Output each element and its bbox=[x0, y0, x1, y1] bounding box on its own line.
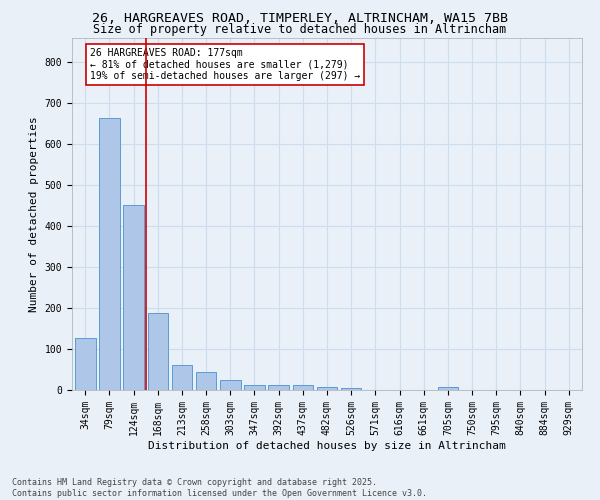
Bar bbox=[293, 386, 313, 390]
Bar bbox=[220, 380, 241, 390]
Bar bbox=[124, 204, 144, 390]
Bar bbox=[244, 385, 265, 390]
Bar bbox=[437, 387, 458, 390]
Bar bbox=[196, 372, 217, 390]
Bar bbox=[268, 384, 289, 390]
Bar bbox=[317, 386, 337, 390]
Bar bbox=[99, 118, 120, 390]
Bar bbox=[75, 338, 95, 390]
Bar bbox=[172, 364, 192, 390]
X-axis label: Distribution of detached houses by size in Altrincham: Distribution of detached houses by size … bbox=[148, 440, 506, 450]
Bar bbox=[148, 313, 168, 390]
Y-axis label: Number of detached properties: Number of detached properties bbox=[29, 116, 39, 312]
Text: 26, HARGREAVES ROAD, TIMPERLEY, ALTRINCHAM, WA15 7BB: 26, HARGREAVES ROAD, TIMPERLEY, ALTRINCH… bbox=[92, 12, 508, 26]
Text: Contains HM Land Registry data © Crown copyright and database right 2025.
Contai: Contains HM Land Registry data © Crown c… bbox=[12, 478, 427, 498]
Text: 26 HARGREAVES ROAD: 177sqm
← 81% of detached houses are smaller (1,279)
19% of s: 26 HARGREAVES ROAD: 177sqm ← 81% of deta… bbox=[90, 48, 360, 82]
Bar bbox=[341, 388, 361, 390]
Text: Size of property relative to detached houses in Altrincham: Size of property relative to detached ho… bbox=[94, 22, 506, 36]
